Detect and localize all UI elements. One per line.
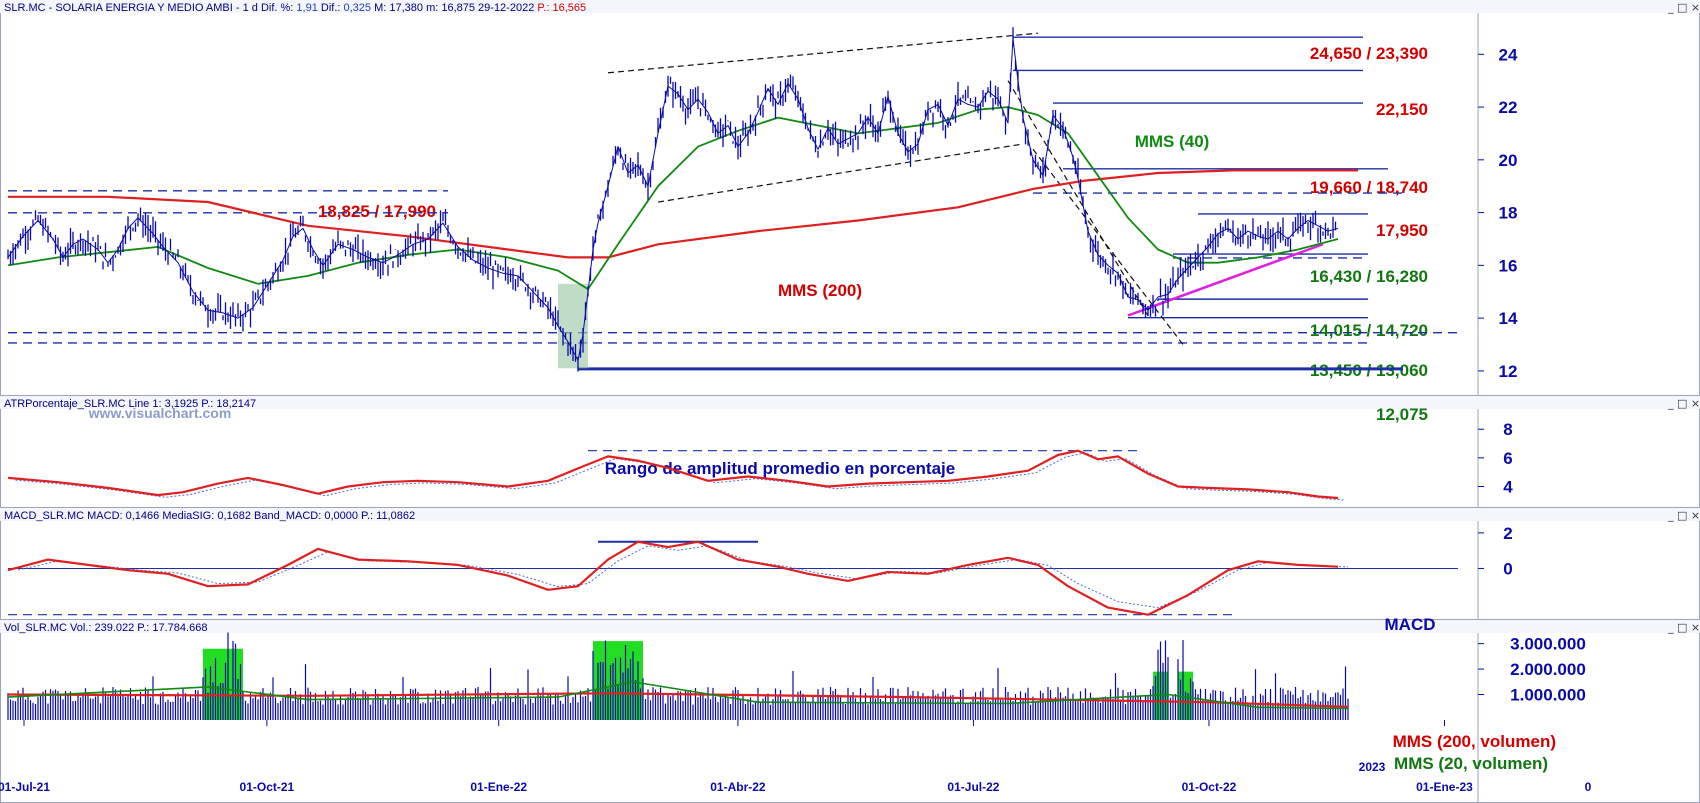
price-y-tick-label: 16 — [1499, 256, 1518, 275]
price-panel-header: SLR.MC - SOLARIA ENERGIA Y MEDIO AMBI - … — [4, 2, 586, 14]
macd-panel-header: MACD_SLR.MC MACD: 0,1466 MediaSIG: 0,168… — [4, 510, 415, 522]
mms40-annotation: MMS (40) — [1135, 132, 1210, 151]
price-y-tick-label: 20 — [1499, 151, 1518, 170]
level-label: 16,430 / 16,280 — [1310, 267, 1428, 286]
panel-header-bar — [0, 508, 1700, 521]
atr-line — [7, 449, 1339, 500]
trend-channel-line — [1007, 80, 1149, 316]
support-trend-line — [1127, 243, 1324, 317]
vol-y-tick-label: 1.000.000 — [1510, 686, 1586, 705]
level-label: 13,450 / 13,060 — [1310, 361, 1428, 380]
level-label: 18,825 / 17,990 — [318, 202, 436, 221]
panel-frame — [0, 0, 1700, 396]
x-tick-year-label: 2023 — [1359, 760, 1386, 774]
window-buttons: _ □ × — [1667, 621, 1700, 634]
vol-y-tick-label: 3.000.000 — [1510, 635, 1586, 654]
macd-title: MACD — [1385, 615, 1436, 634]
volume-bars — [7, 632, 1349, 720]
volume-panel-header: Vol_SLR.MC Vol.: 239.022 P.: 17.784.668 — [4, 622, 207, 634]
level-label: 19,660 / 18,740 — [1310, 178, 1428, 197]
price-y-tick-label: 24 — [1499, 45, 1518, 64]
window-buttons: _ □ × — [1667, 1, 1700, 14]
panel-header-bar — [0, 0, 1700, 13]
price-y-tick-label: 18 — [1499, 204, 1518, 223]
panel-frame — [0, 396, 1700, 508]
macd-y-tick-label: 0 — [1503, 559, 1512, 578]
vol-y-tick-label: 2.000.000 — [1510, 660, 1586, 679]
panel-header-bar — [0, 620, 1700, 633]
x-tick-label: 01-Ene-22 — [470, 780, 527, 794]
macd-y-tick-label: 2 — [1503, 524, 1512, 543]
trend-channel-line — [1032, 148, 1184, 345]
level-label: 22,150 — [1376, 100, 1428, 119]
atr-y-tick-label: 8 — [1503, 420, 1512, 439]
mms200-line — [8, 169, 1358, 259]
price-close-line — [7, 38, 1339, 361]
trend-channel-line — [657, 143, 1024, 203]
level-label: 14,015 / 14,720 — [1310, 321, 1428, 340]
level-label: 12,075 — [1376, 405, 1428, 424]
level-label: 24,650 / 23,390 — [1310, 44, 1428, 63]
price-y-tick-label: 14 — [1499, 309, 1518, 328]
panel-header-bar — [0, 396, 1700, 409]
x-tick-label: 01-Abr-22 — [710, 780, 766, 794]
macd-signal-line — [17, 545, 1349, 609]
price-y-tick-label: 22 — [1499, 98, 1518, 117]
mms200-annotation: MMS (200) — [778, 281, 862, 300]
trend-channel-line — [607, 32, 1039, 74]
price-y-tick-label: 12 — [1499, 362, 1518, 381]
atr-title: Rango de amplitud promedio en porcentaje — [605, 459, 955, 478]
window-buttons: _ □ × — [1667, 397, 1700, 410]
watermark: www.visualchart.com — [88, 405, 232, 421]
atr-y-tick-label: 4 — [1503, 478, 1513, 497]
volume-mms200-annotation: MMS (200, volumen) — [1393, 732, 1556, 751]
x-tick-label: 01-Jul-21 — [0, 780, 50, 794]
atr-panel-header: ATRPorcentaje_SLR.MC Line 1: 3,1925 P.: … — [4, 398, 256, 410]
mms40-line — [7, 106, 1339, 290]
x-tick-cut-label: 0 — [1585, 780, 1592, 794]
x-tick-label: 01-Oct-22 — [1182, 780, 1237, 794]
panel-frame — [0, 508, 1700, 620]
x-tick-label: 01-Oct-21 — [240, 780, 295, 794]
atr-y-tick-label: 6 — [1503, 449, 1512, 468]
macd-line — [7, 540, 1339, 616]
level-label: 17,950 — [1376, 221, 1428, 240]
volume-mms20-annotation: MMS (20, volumen) — [1394, 754, 1548, 773]
x-tick-label: 01-Jul-22 — [947, 780, 999, 794]
volume-mms20-line — [7, 681, 1349, 710]
x-tick-label: 01-Ene-23 — [1416, 780, 1473, 794]
window-buttons: _ □ × — [1667, 509, 1700, 522]
